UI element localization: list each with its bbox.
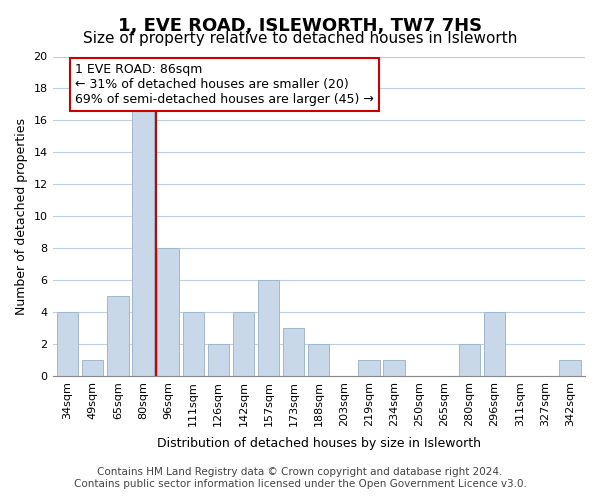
Bar [484,312,505,376]
Text: 1, EVE ROAD, ISLEWORTH, TW7 7HS: 1, EVE ROAD, ISLEWORTH, TW7 7HS [118,18,482,36]
Bar [208,344,229,376]
X-axis label: Distribution of detached houses by size in Isleworth: Distribution of detached houses by size … [157,437,481,450]
Bar [459,344,480,376]
Bar [258,280,279,376]
Text: 1 EVE ROAD: 86sqm
← 31% of detached houses are smaller (20)
69% of semi-detached: 1 EVE ROAD: 86sqm ← 31% of detached hous… [74,63,374,106]
Y-axis label: Number of detached properties: Number of detached properties [15,118,28,315]
Bar [157,248,179,376]
Bar [358,360,380,376]
Bar [107,296,128,376]
Text: Contains HM Land Registry data © Crown copyright and database right 2024.
Contai: Contains HM Land Registry data © Crown c… [74,468,526,489]
Bar [308,344,329,376]
Bar [283,328,304,376]
Bar [82,360,103,376]
Bar [233,312,254,376]
Text: Size of property relative to detached houses in Isleworth: Size of property relative to detached ho… [83,31,517,46]
Bar [57,312,78,376]
Bar [383,360,405,376]
Bar [182,312,204,376]
Bar [559,360,581,376]
Bar [132,104,154,376]
